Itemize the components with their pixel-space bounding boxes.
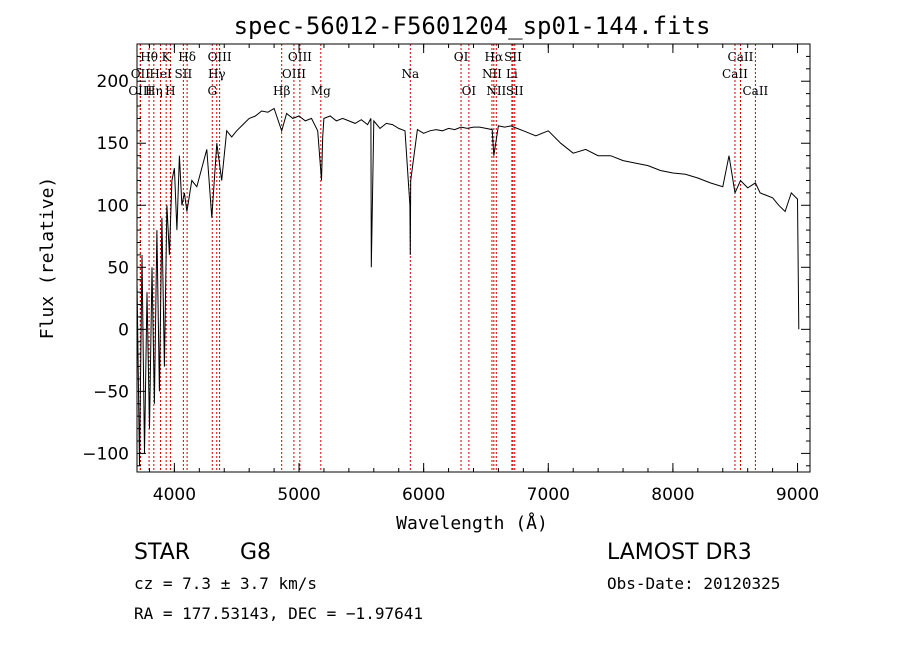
x-axis-label: Wavelength (Å) — [396, 512, 548, 534]
chart-title: spec-56012-F5601204_sp01-144.fits — [234, 12, 711, 40]
x-tick-label-4000: 4000 — [153, 485, 196, 505]
line-label-5: OI — [454, 50, 469, 64]
y-tick-label-200: 200 — [97, 72, 129, 92]
line-label-26: SII — [506, 84, 524, 98]
line-label-19: Hη — [145, 84, 163, 98]
plot-frame — [136, 43, 811, 473]
y-tick-label--100: −100 — [82, 444, 129, 464]
line-label-25: NII — [486, 84, 506, 98]
observation-date: Obs-Date: 20120325 — [607, 574, 780, 593]
line-label-14: Na — [401, 67, 419, 81]
x-tick-label-8000: 8000 — [651, 485, 694, 505]
x-tick-label-6000: 6000 — [402, 485, 445, 505]
line-label-11: SII — [175, 67, 193, 81]
emission-line-markers — [139, 44, 756, 472]
line-label-12: Hγ — [208, 67, 226, 81]
object-class: STAR — [134, 540, 190, 565]
line-label-1: K — [162, 50, 172, 64]
line-label-0: Hθ — [140, 50, 158, 64]
object-subclass: G8 — [240, 540, 271, 565]
y-tick-label-0: 0 — [118, 320, 129, 340]
line-label-2: Hδ — [178, 50, 196, 64]
spectrum-line — [136, 107, 800, 466]
line-label-21: G — [207, 84, 217, 98]
survey-name: LAMOST DR3 — [607, 540, 752, 565]
axis-ticks: 4000 5000 6000 7000 8000 9000 −100 −50 0 50 100 150… — [82, 44, 819, 505]
spectrum-series — [136, 107, 800, 466]
y-axis-label: Flux (relative) — [37, 177, 58, 340]
coordinates: RA = 177.53143, DEC = −1.97641 — [134, 604, 423, 623]
y-tick-label-50: 50 — [107, 258, 129, 278]
y-tick-label--50: −50 — [93, 382, 129, 402]
line-label-7: SII — [504, 50, 522, 64]
line-label-4: OIII — [288, 50, 312, 64]
line-label-10: HeI — [149, 67, 172, 81]
line-label-24: OI — [462, 84, 477, 98]
redshift-cz: cz = 7.3 ± 3.7 km/s — [134, 574, 317, 593]
line-label-18: OIII — [128, 84, 152, 98]
y-tick-label-150: 150 — [97, 134, 129, 154]
line-label-20: H — [165, 84, 175, 98]
line-label-23: Mg — [311, 84, 331, 98]
x-tick-label-7000: 7000 — [527, 485, 570, 505]
line-label-22: Hβ — [273, 84, 290, 98]
line-label-8: CaII — [728, 50, 754, 64]
x-tick-label-9000: 9000 — [776, 485, 819, 505]
line-label-15: NII — [482, 67, 502, 81]
line-label-17: CaII — [722, 67, 748, 81]
line-label-16: Li — [506, 67, 518, 81]
line-label-27: CaII — [742, 84, 768, 98]
line-label-13: OIII — [282, 67, 306, 81]
x-tick-label-5000: 5000 — [277, 485, 320, 505]
line-label-9: OII — [131, 67, 151, 81]
y-tick-label-100: 100 — [97, 196, 129, 216]
line-label-6: Hα — [485, 50, 504, 64]
line-label-3: OIII — [208, 50, 232, 64]
